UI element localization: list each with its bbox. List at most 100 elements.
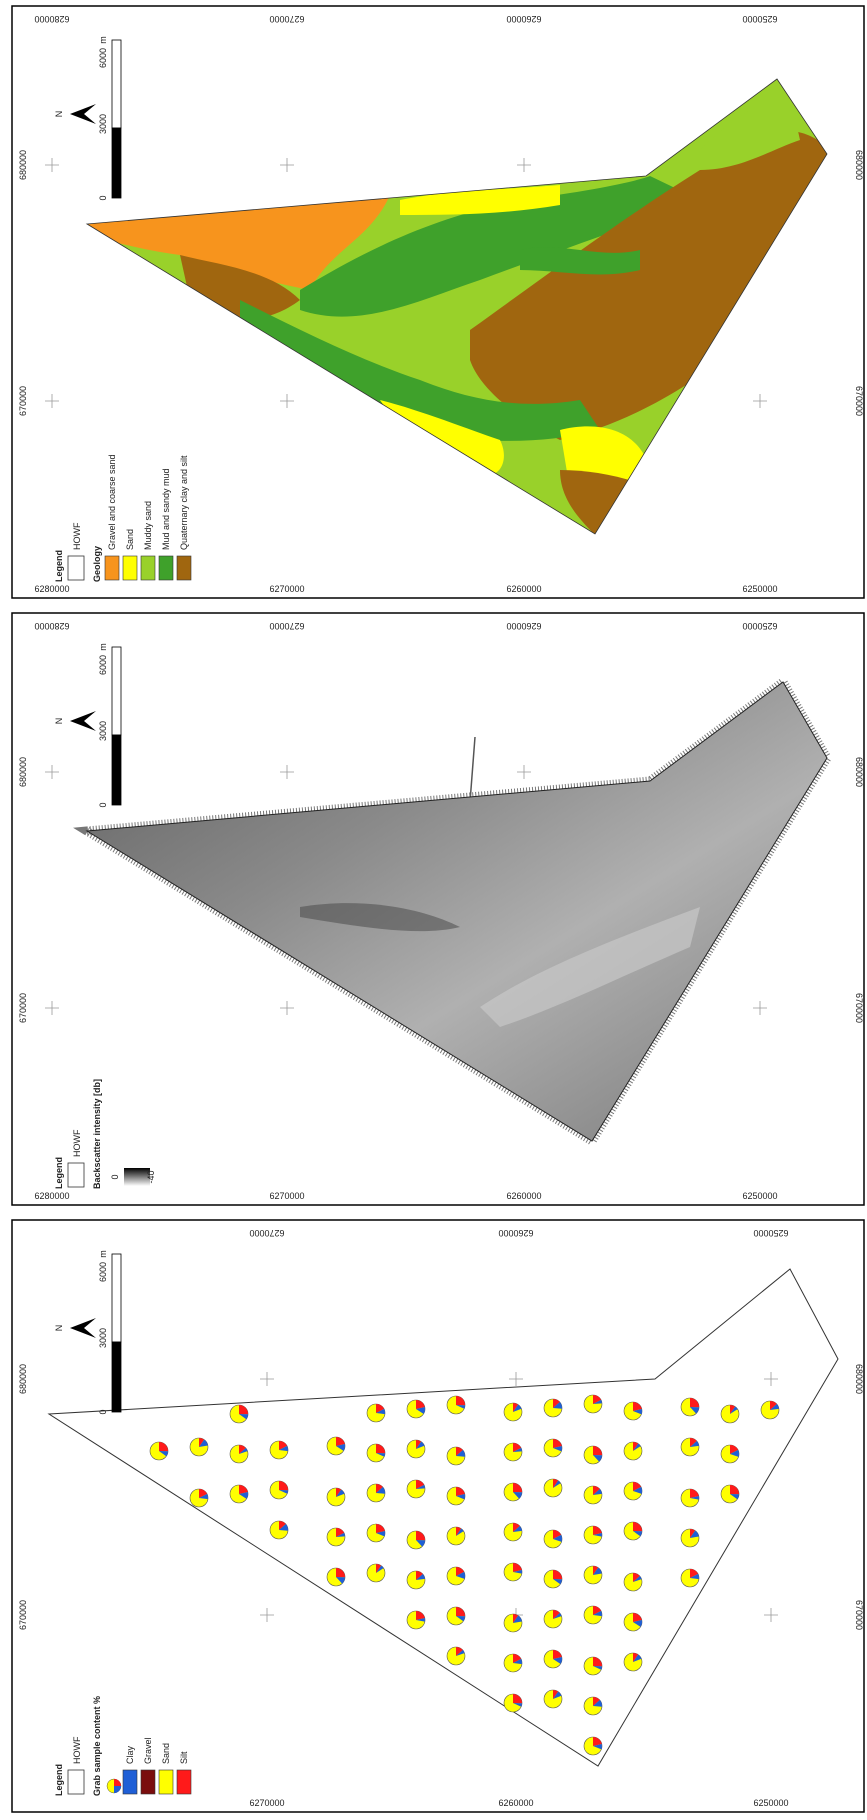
legend-swatch: [68, 1770, 84, 1794]
legend-label: Sand: [161, 1743, 171, 1764]
sample-pie: [190, 1489, 208, 1507]
legend-swatch: [141, 1770, 155, 1794]
north-label: N: [54, 111, 64, 118]
coord-label: 6270000: [269, 621, 304, 631]
panel-frame: [12, 1220, 864, 1812]
sample-pie: [447, 1607, 465, 1625]
sample-pie: [504, 1694, 522, 1712]
legend-label: HOWF: [72, 1736, 82, 1764]
sample-pie: [504, 1523, 522, 1541]
sample-pie: [407, 1440, 425, 1458]
coord-label: 6270000: [269, 1191, 304, 1201]
coord-label: 6280000: [34, 621, 69, 631]
coord-label: 6260000: [506, 1191, 541, 1201]
legend-swatch: [177, 556, 191, 580]
sample-pie: [367, 1564, 385, 1582]
scale-bar-white: [112, 647, 121, 735]
sample-pie: [544, 1610, 562, 1628]
sample-pie: [367, 1524, 385, 1542]
sample-pie: [624, 1522, 642, 1540]
sample-pie: [504, 1403, 522, 1421]
coord-label: 6260000: [506, 14, 541, 24]
coord-label: 6250000: [742, 1191, 777, 1201]
sample-pie: [624, 1573, 642, 1591]
sample-pie: [407, 1480, 425, 1498]
coord-label: 6250000: [742, 14, 777, 24]
map-panel: 6280000627000062600006250000628000062700…: [12, 6, 864, 598]
ramp-label: -40: [146, 1170, 156, 1183]
sample-pie: [681, 1569, 699, 1587]
sample-pie: [584, 1526, 602, 1544]
legend-title: Legend: [54, 550, 64, 582]
coord-label: 6280000: [34, 1191, 69, 1201]
sample-pie: [584, 1446, 602, 1464]
sample-pie: [327, 1528, 345, 1546]
sample-pie: [230, 1445, 248, 1463]
sample-pie: [721, 1485, 739, 1503]
north-label: N: [54, 718, 64, 725]
sample-pie: [407, 1531, 425, 1549]
coord-label: 670000: [18, 386, 28, 416]
sample-pie: [270, 1481, 288, 1499]
sample-pie: [367, 1484, 385, 1502]
scale-label: 6000: [98, 1262, 108, 1282]
scale-label: 6000: [98, 655, 108, 675]
sample-pie: [584, 1737, 602, 1755]
scale-bar-black: [112, 735, 121, 805]
coord-label: 670000: [854, 386, 864, 416]
sample-pie: [721, 1445, 739, 1463]
sample-pie: [544, 1439, 562, 1457]
legend-label: HOWF: [72, 1129, 82, 1157]
coord-label: 670000: [18, 1600, 28, 1630]
coord-label: 6250000: [753, 1798, 788, 1808]
legend-pie: [107, 1779, 121, 1793]
legend-swatch: [123, 556, 137, 580]
sample-pie: [721, 1405, 739, 1423]
legend-swatch: [141, 556, 155, 580]
sample-pie: [407, 1611, 425, 1629]
legend-swatch: [177, 1770, 191, 1794]
coord-label: 680000: [18, 1364, 28, 1394]
coord-label: 6260000: [498, 1228, 533, 1238]
scale-label: 3000: [98, 721, 108, 741]
legend-title: Legend: [54, 1157, 64, 1189]
sample-pie: [624, 1442, 642, 1460]
sample-pie: [761, 1401, 779, 1419]
scale-label: 0: [98, 195, 108, 200]
sample-pie: [584, 1395, 602, 1413]
sample-pie: [544, 1399, 562, 1417]
scale-bar-black: [112, 128, 121, 198]
legend-label: Muddy sand: [143, 501, 153, 550]
legend-heading: Backscatter intensity [db]: [92, 1079, 102, 1189]
coord-label: 670000: [854, 1600, 864, 1630]
sample-pie: [544, 1479, 562, 1497]
sample-pie: [367, 1444, 385, 1462]
legend-label: Gravel: [143, 1737, 153, 1764]
sample-pie: [624, 1653, 642, 1671]
coord-label: 670000: [18, 993, 28, 1023]
legend-label: Sand: [125, 529, 135, 550]
sample-pie: [681, 1489, 699, 1507]
scale-label: 0: [98, 1409, 108, 1414]
sample-pie: [624, 1613, 642, 1631]
coord-label: 6260000: [506, 621, 541, 631]
coord-label: 670000: [854, 993, 864, 1023]
figure: 6280000 6270000 6260000 6250000 6280000 62700…: [0, 0, 867, 1820]
sample-pie: [407, 1571, 425, 1589]
sample-pie: [190, 1438, 208, 1456]
coord-label: 6250000: [753, 1228, 788, 1238]
coord-label: 6260000: [506, 584, 541, 594]
legend-label: Mud and sandy mud: [161, 468, 171, 550]
legend-label: Clay: [125, 1745, 135, 1764]
coord-label: 680000: [18, 757, 28, 787]
legend-swatch: [105, 556, 119, 580]
north-label: N: [54, 1325, 64, 1332]
legend-swatch: [159, 1770, 173, 1794]
sample-pie: [624, 1482, 642, 1500]
legend-swatch: [123, 1770, 137, 1794]
sample-pie: [624, 1402, 642, 1420]
sample-pie: [447, 1447, 465, 1465]
coord-label: 6270000: [269, 584, 304, 594]
ramp-label: 0: [110, 1174, 120, 1179]
